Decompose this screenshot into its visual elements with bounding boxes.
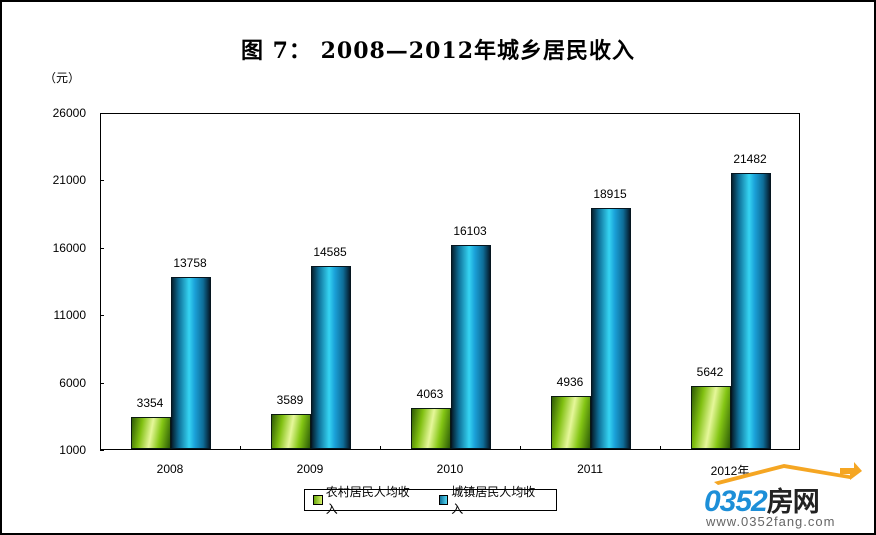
bar-value-label: 14585 — [313, 244, 347, 259]
bar-rural — [131, 417, 171, 449]
legend: 农村居民人均收入 城镇居民人均收入 — [304, 485, 557, 516]
y-tick-label: 6000 — [59, 375, 86, 390]
bar-rural — [691, 386, 731, 449]
y-tick-label: 16000 — [52, 240, 86, 255]
x-tick-mark — [380, 446, 381, 450]
bar-value-label: 4936 — [556, 374, 584, 389]
y-axis-unit-label: （元） — [44, 71, 81, 85]
legend-label-rural: 农村居民人均收入 — [325, 485, 410, 516]
watermark-logo: 0352房网 www.0352fang.com — [700, 462, 870, 532]
bar-value-label: 3354 — [136, 396, 164, 411]
x-tick-label: 2010 — [436, 462, 464, 476]
bar-urban — [311, 265, 351, 449]
bar-value-label: 18915 — [593, 186, 627, 201]
bar-value-label: 13758 — [173, 256, 207, 271]
watermark-url: www.0352fang.com — [706, 514, 836, 529]
bar-value-label: 4063 — [416, 386, 444, 401]
watermark-brand: 0352房网 — [704, 485, 820, 518]
bar-value-label: 3589 — [276, 393, 304, 408]
x-tick-label: 2008 — [156, 462, 184, 476]
bar-value-label: 5642 — [696, 365, 724, 380]
y-tick-mark — [100, 247, 104, 249]
x-tick-mark — [660, 446, 661, 450]
bar-urban — [591, 207, 631, 449]
house-roof-icon — [714, 462, 862, 485]
y-tick-mark — [100, 382, 104, 384]
bar-rural — [551, 395, 591, 449]
y-tick-mark — [100, 315, 104, 317]
bar-urban — [451, 245, 491, 449]
y-tick-label: 11000 — [53, 308, 86, 323]
y-tick-label: 21000 — [52, 173, 86, 188]
legend-label-urban: 城镇居民人均收入 — [451, 485, 536, 516]
bar-value-label: 21482 — [733, 151, 767, 166]
bar-urban — [731, 172, 771, 449]
y-tick-mark — [100, 180, 104, 182]
x-tick-label: 2011 — [577, 462, 603, 476]
bar-rural — [271, 414, 311, 449]
legend-swatch-rural — [313, 495, 323, 505]
x-tick-label: 2009 — [296, 462, 324, 476]
legend-item-rural: 农村居民人均收入 — [313, 483, 419, 517]
x-tick-mark — [240, 446, 241, 450]
y-tick-mark — [100, 450, 104, 451]
bar-value-label: 16103 — [453, 224, 487, 239]
y-tick-label: 1000 — [59, 443, 86, 457]
chart-title: 图 7： 2008—2012年城乡居民收入 — [240, 38, 636, 64]
bar-rural — [411, 407, 451, 449]
bar-urban — [171, 277, 211, 449]
legend-item-urban: 城镇居民人均收入 — [438, 483, 545, 517]
x-tick-mark — [520, 446, 521, 450]
y-tick-label: 26000 — [52, 106, 86, 120]
x-tick-label: 2012年 — [710, 464, 750, 478]
plot-area — [100, 113, 800, 450]
legend-swatch-urban — [438, 495, 449, 505]
